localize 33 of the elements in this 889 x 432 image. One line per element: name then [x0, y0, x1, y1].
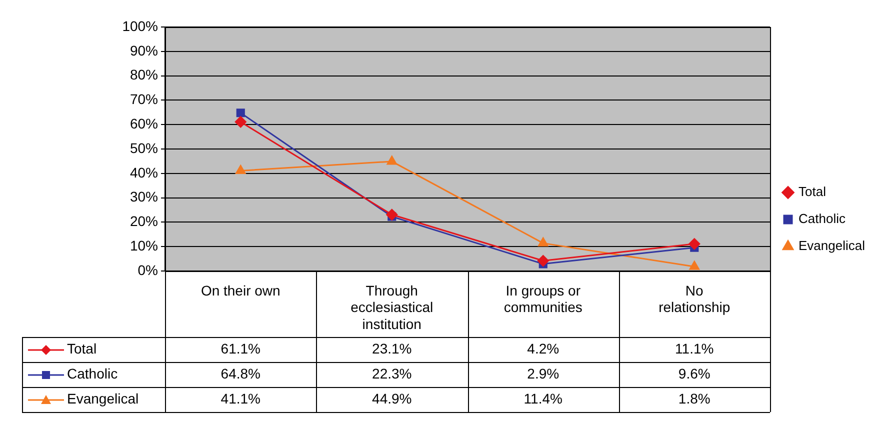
data-label: 44.9%: [372, 390, 412, 406]
data-label: 64.8%: [220, 365, 260, 382]
data-label: 1.8%: [678, 390, 710, 406]
data-label: 41.1%: [220, 390, 260, 406]
legend-label: Total: [798, 184, 826, 200]
data-label: 4.2%: [527, 340, 560, 356]
data-label: 9.6%: [678, 365, 710, 382]
y-tick-label: 100%: [122, 18, 158, 34]
y-tick-label: 10%: [130, 237, 158, 254]
x-tick-label: Through ecclesiastical institution: [350, 282, 434, 332]
y-tick-label: 20%: [130, 213, 158, 230]
x-tick-label: In groups or communities: [504, 282, 582, 316]
data-label: 23.1%: [372, 340, 412, 356]
y-tick-label: 40%: [130, 164, 158, 180]
data-label: 11.4%: [524, 390, 562, 406]
y-tick-label: 50%: [130, 140, 158, 156]
y-tick-label: 70%: [130, 91, 158, 108]
text: Total: [67, 340, 97, 356]
y-tick-label: 80%: [130, 66, 158, 83]
y-tick-label: 0%: [138, 262, 158, 278]
data-label: 22.3%: [372, 365, 412, 382]
text: Catholic: [67, 365, 118, 382]
data-label: 11.1%: [675, 340, 714, 356]
legend-label: Evangelical: [798, 238, 866, 254]
y-tick-label: 90%: [130, 42, 158, 58]
y-tick-label: 30%: [130, 188, 158, 205]
legend-label: Catholic: [798, 211, 846, 226]
x-tick-label: On their own: [200, 282, 280, 298]
data-label: 2.9%: [527, 365, 560, 382]
y-tick-label: 60%: [130, 115, 158, 132]
x-tick-label: No relationship: [658, 282, 730, 316]
data-label: 61.1%: [220, 340, 260, 356]
text: Evangelical: [67, 390, 139, 406]
